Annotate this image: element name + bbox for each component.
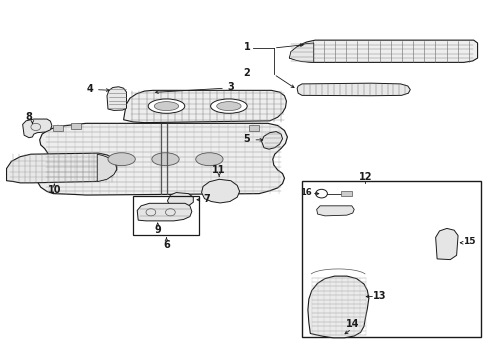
Polygon shape: [22, 119, 52, 138]
Polygon shape: [316, 206, 353, 216]
Ellipse shape: [210, 99, 246, 113]
Polygon shape: [167, 193, 193, 208]
Polygon shape: [307, 276, 368, 338]
Text: 14: 14: [346, 319, 359, 329]
Text: 6: 6: [163, 239, 169, 249]
Text: 13: 13: [372, 291, 386, 301]
Polygon shape: [289, 40, 477, 62]
Polygon shape: [97, 154, 117, 181]
Text: 9: 9: [154, 225, 161, 235]
Text: 2: 2: [243, 68, 250, 78]
Text: 11: 11: [212, 165, 225, 175]
Text: 3: 3: [227, 82, 234, 93]
Polygon shape: [201, 179, 239, 203]
Text: 8: 8: [25, 112, 32, 122]
Polygon shape: [435, 228, 457, 260]
Text: 4: 4: [86, 84, 93, 94]
Polygon shape: [261, 132, 282, 149]
Bar: [71, 123, 81, 129]
Text: 7: 7: [203, 194, 209, 204]
Text: 5: 5: [243, 134, 250, 144]
Polygon shape: [37, 123, 287, 195]
Text: 1: 1: [243, 42, 250, 52]
Polygon shape: [123, 90, 286, 123]
Ellipse shape: [148, 99, 184, 113]
Bar: [133, 196, 199, 234]
Ellipse shape: [216, 102, 241, 111]
Ellipse shape: [195, 153, 223, 166]
Ellipse shape: [152, 153, 179, 166]
Bar: [302, 181, 481, 337]
Text: 12: 12: [358, 172, 371, 182]
Polygon shape: [6, 153, 117, 183]
Polygon shape: [107, 87, 126, 111]
Text: 15: 15: [462, 237, 474, 246]
Ellipse shape: [108, 153, 135, 166]
Bar: [340, 191, 351, 196]
Bar: [53, 125, 63, 131]
Bar: [249, 125, 259, 131]
Ellipse shape: [154, 102, 178, 111]
Text: 10: 10: [47, 185, 61, 195]
Polygon shape: [289, 43, 313, 62]
Polygon shape: [297, 83, 409, 96]
Polygon shape: [137, 203, 191, 221]
Text: 16: 16: [299, 188, 311, 197]
